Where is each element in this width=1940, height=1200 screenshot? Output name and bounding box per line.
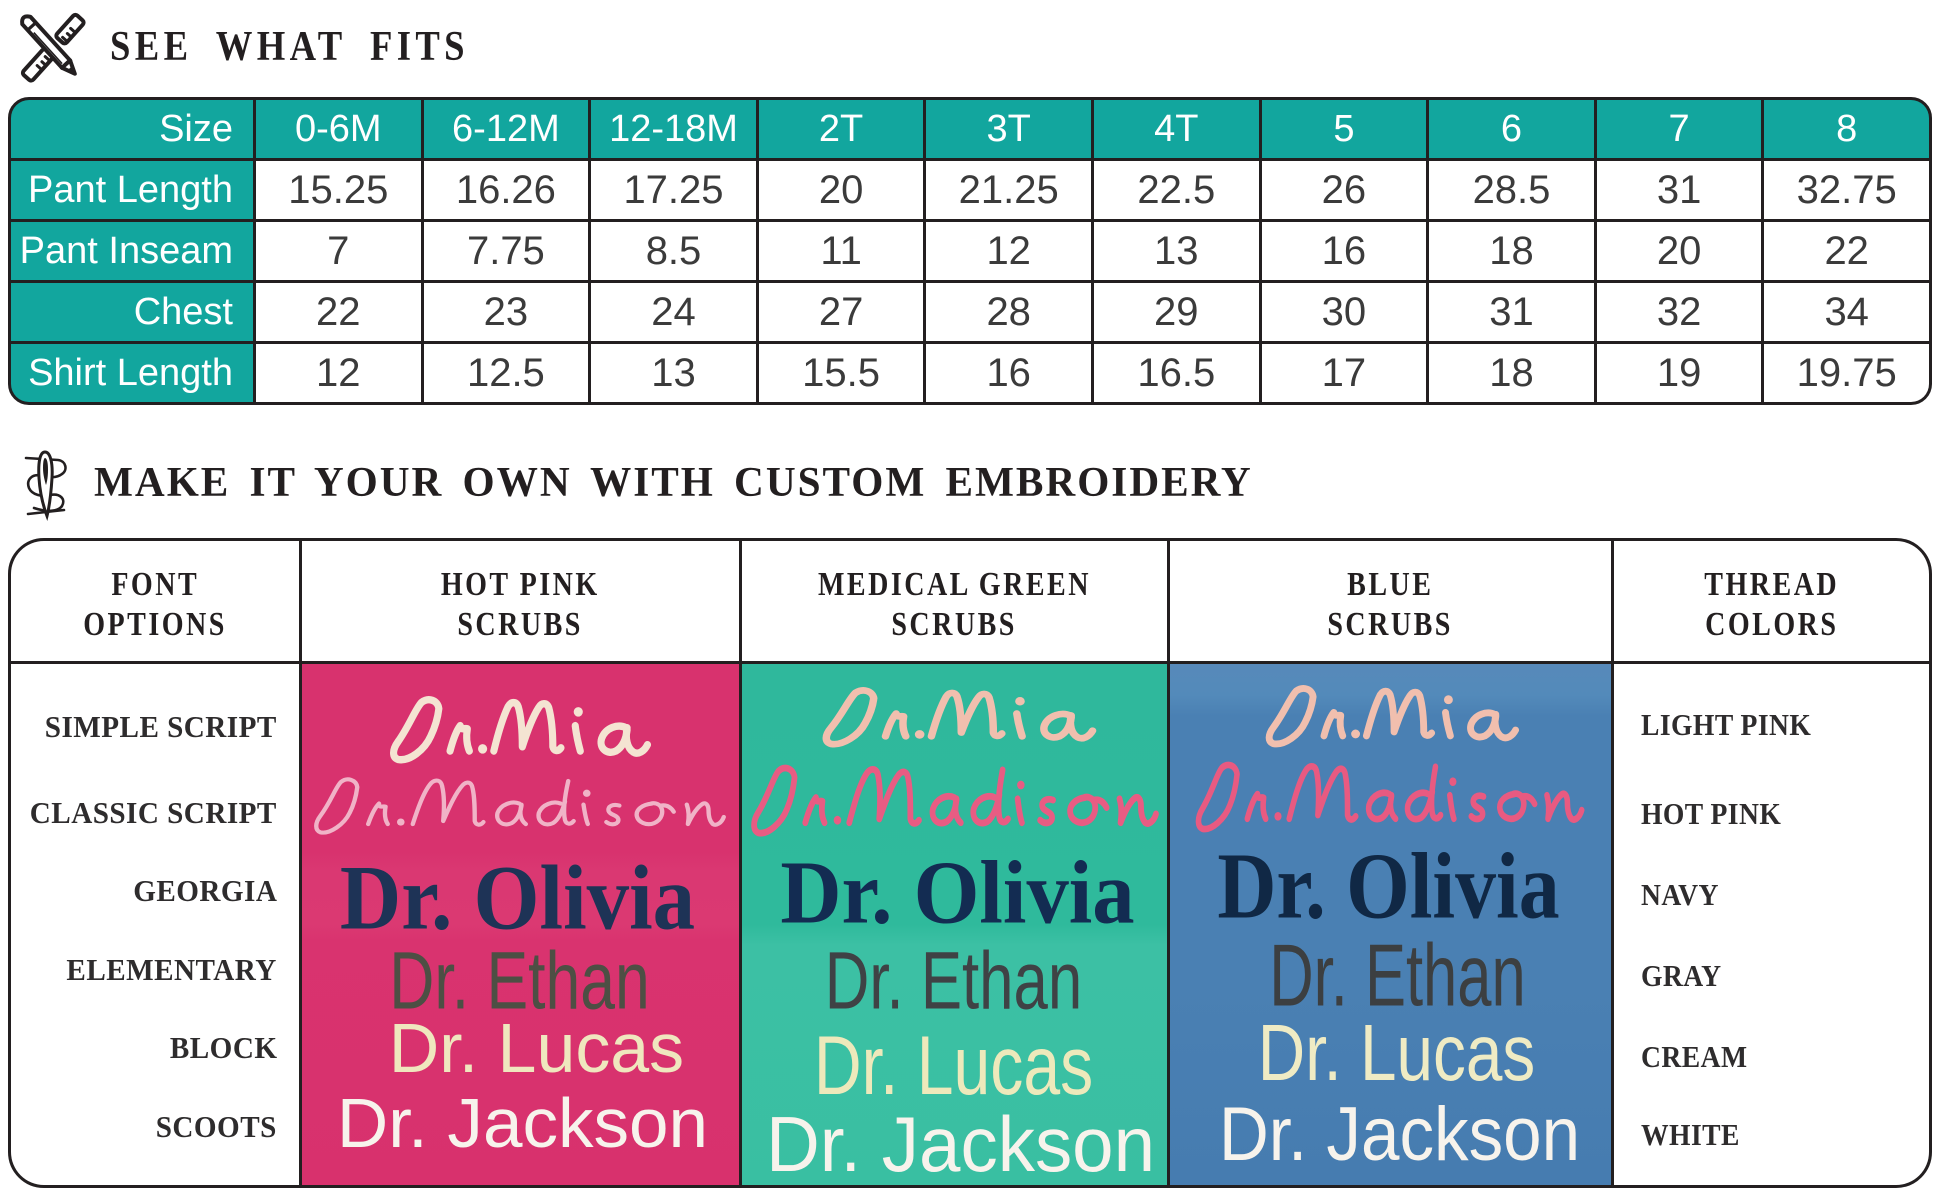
svg-text:Dr. Lucas: Dr. Lucas [1258,1008,1535,1097]
svg-text:Dr. Jackson: Dr. Jackson [766,1102,1155,1185]
svg-text:Dr. Ethan: Dr. Ethan [1269,926,1525,1024]
svg-text:Dr. Lucas: Dr. Lucas [389,1009,684,1087]
svg-text:Dr. Jackson: Dr. Jackson [337,1084,708,1162]
svg-text:Dr. Olivia: Dr. Olivia [1217,835,1559,939]
svg-text:Dr. Lucas: Dr. Lucas [814,1018,1093,1112]
svg-text:Dr. Olivia: Dr. Olivia [780,844,1134,943]
svg-text:Dr. Olivia: Dr. Olivia [340,846,695,948]
svg-text:Dr. Ethan: Dr. Ethan [825,935,1082,1026]
svg-text:Dr. Jackson: Dr. Jackson [1219,1092,1580,1177]
svg-text:Dr. Ethan: Dr. Ethan [389,935,649,1026]
